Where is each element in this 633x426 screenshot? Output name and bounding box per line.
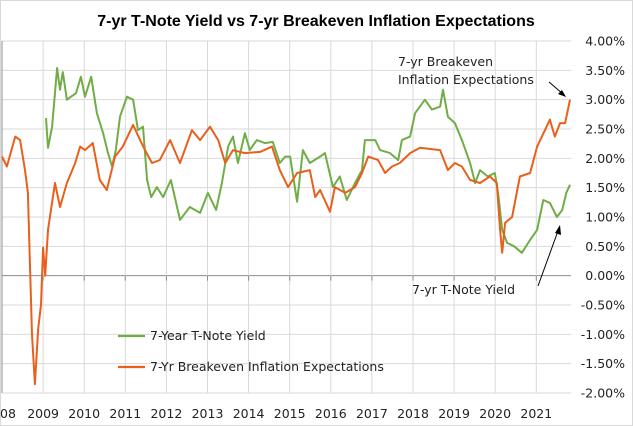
annotation-tnote: 7-yr T-Note Yield — [412, 225, 561, 297]
series-line-breakeven-inflation — [1, 99, 571, 386]
x-tick-label: 2020 — [479, 406, 511, 421]
x-tick-label: 08 — [0, 406, 16, 421]
annotation-tnote-text: 7-yr T-Note Yield — [412, 282, 515, 297]
annotation-breakeven: 7-yr Breakeven Inflation Expectations — [398, 54, 566, 97]
legend-label-tnote: 7-Year T-Note Yield — [150, 328, 266, 343]
x-tick-label: 2021 — [520, 406, 552, 421]
x-tick-label: 2019 — [438, 406, 470, 421]
annotation-breakeven-line1: 7-yr Breakeven — [398, 54, 493, 69]
y-tick-label: -2.00% — [581, 386, 625, 401]
x-tick-label: 2011 — [109, 406, 141, 421]
y-tick-label: 0.00% — [585, 268, 625, 283]
x-tick-label: 2014 — [233, 406, 265, 421]
y-tick-label: -1.50% — [581, 356, 625, 371]
legend-label-breakeven: 7-Yr Breakeven Inflation Expectations — [150, 359, 384, 374]
y-tick-label: 2.00% — [585, 151, 625, 166]
y-tick-label: 3.00% — [585, 92, 625, 107]
series-line-tnote-yield — [45, 67, 571, 254]
annotation-breakeven-line2: Inflation Expectations — [398, 72, 534, 87]
x-tick-label: 2017 — [356, 406, 388, 421]
legend: 7-Year T-Note Yield 7-Yr Breakeven Infla… — [118, 328, 384, 374]
x-tick-label: 2012 — [150, 406, 182, 421]
x-tick-label: 2016 — [315, 406, 347, 421]
y-tick-label: 2.50% — [585, 122, 625, 137]
y-tick-label: 3.50% — [585, 63, 625, 78]
y-tick-label: 4.00% — [585, 34, 625, 49]
y-tick-label: 0.50% — [585, 239, 625, 254]
x-tick-label: 2010 — [68, 406, 100, 421]
arrow-head-icon — [558, 90, 566, 97]
x-tick-label: 2018 — [397, 406, 429, 421]
arrow-head-icon — [555, 225, 561, 235]
y-tick-label: -0.50% — [581, 298, 625, 313]
y-tick-label: -1.00% — [581, 327, 625, 342]
x-tick-label: 2013 — [192, 406, 224, 421]
x-tick-label: 2015 — [274, 406, 306, 421]
annotation-arrow-tnote — [537, 230, 559, 287]
x-tick-label: 2009 — [27, 406, 59, 421]
y-tick-label: 1.50% — [585, 180, 625, 195]
y-tick-label: 1.00% — [585, 210, 625, 225]
chart-title: 7-yr T-Note Yield vs 7-yr Breakeven Infl… — [97, 13, 535, 30]
